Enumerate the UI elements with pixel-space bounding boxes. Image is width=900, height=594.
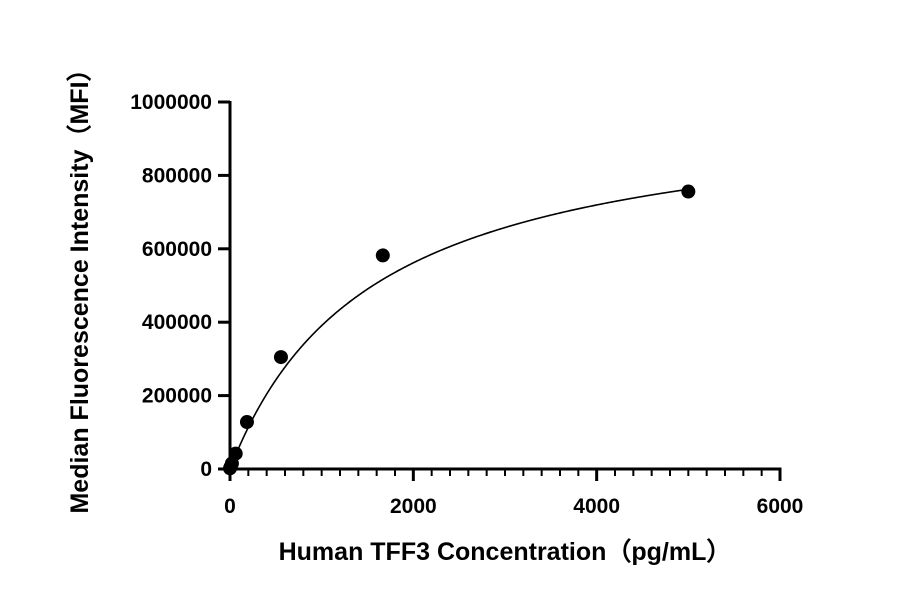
x-tick-label: 2000: [390, 495, 437, 518]
data-point: [273, 350, 288, 365]
y-tick-label: 400000: [142, 311, 212, 334]
y-tick-label: 800000: [142, 164, 212, 187]
x-tick-label: 0: [224, 495, 236, 518]
x-tick-label: 4000: [573, 495, 620, 518]
data-point: [375, 248, 390, 263]
x-axis-title: Human TFF3 Concentration（pg/mL）: [279, 537, 732, 566]
x-tick-label: 6000: [757, 495, 804, 518]
data-point: [228, 446, 243, 461]
y-axis-title: Median Fluorescence Intensity（MFI）: [65, 56, 94, 513]
axes: 0 200000 400000 600000 800000 1000000 0 2000 400…: [130, 91, 803, 518]
data-point: [239, 415, 254, 430]
y-tick-label: 1000000: [130, 91, 212, 114]
y-tick-label: 600000: [142, 238, 212, 261]
y-tick-label: 200000: [142, 385, 212, 408]
y-tick-label: 0: [200, 458, 212, 481]
fit-curve-layer: [229, 188, 689, 470]
fit-curve: [229, 188, 689, 470]
data-point: [681, 184, 696, 199]
data-points: [223, 184, 696, 476]
